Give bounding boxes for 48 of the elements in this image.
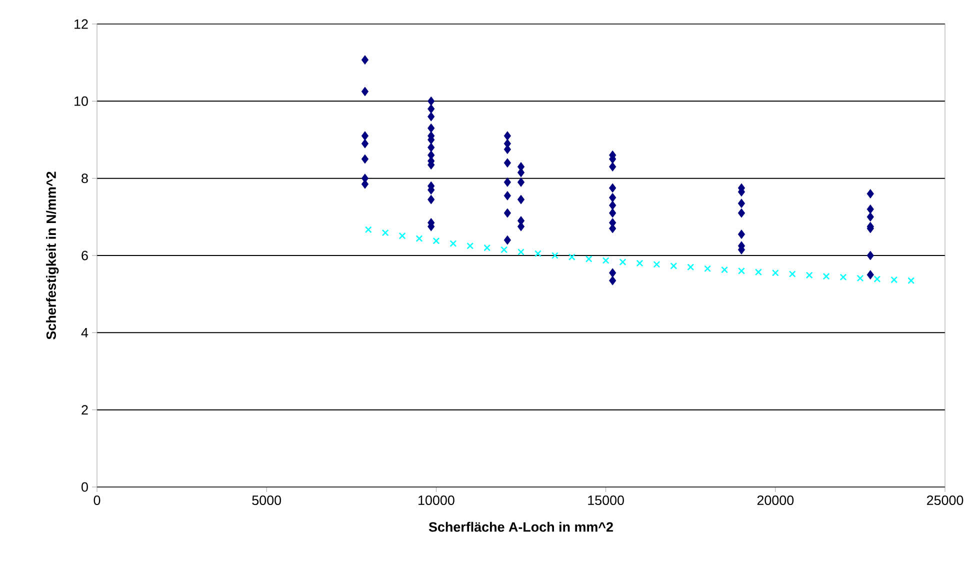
y-axis-title: Scherfestigkeit in N/mm^2: [46, 172, 59, 340]
point: [822, 272, 830, 280]
point: [450, 240, 457, 248]
point: [551, 252, 558, 259]
x-tick-label: 20000: [757, 496, 794, 506]
x-tick-label: 25000: [926, 496, 964, 506]
point: [754, 268, 762, 276]
point: [619, 258, 626, 266]
x-tick-label: 5000: [252, 496, 282, 506]
x-tick-label: 10000: [418, 496, 454, 506]
point: [585, 255, 592, 262]
y-tick-label: 10: [74, 96, 88, 106]
point: [568, 254, 576, 261]
point: [518, 248, 524, 256]
point: [856, 274, 864, 282]
y-tick-label: 6: [82, 250, 88, 260]
point: [704, 265, 712, 272]
point: [806, 272, 813, 279]
x-tick-label: 15000: [588, 496, 624, 506]
y-tick-label: 0: [82, 482, 88, 492]
point: [398, 232, 406, 240]
y-tick-label: 2: [82, 405, 88, 415]
point: [890, 276, 898, 284]
point: [602, 257, 610, 264]
point: [432, 237, 440, 244]
point: [653, 260, 660, 268]
y-tick-label: 8: [82, 174, 88, 184]
y-tick-label: 12: [74, 19, 88, 29]
y-tick-label: 4: [81, 328, 88, 338]
point: [788, 270, 796, 278]
x-axis-title: Scherfläche A-Loch in mm^2: [428, 522, 613, 532]
point: [840, 274, 847, 281]
point: [670, 262, 678, 270]
point: [466, 242, 474, 250]
point: [772, 269, 779, 276]
point: [364, 226, 372, 234]
point: [874, 276, 881, 283]
point: [738, 267, 745, 274]
point: [500, 246, 508, 254]
point: [636, 260, 644, 267]
point: [534, 250, 542, 258]
point: [687, 264, 694, 271]
x-tick-label: 0: [94, 496, 100, 506]
point: [721, 266, 728, 274]
point: [416, 235, 423, 242]
point: [908, 277, 915, 284]
point: [382, 229, 389, 236]
point: [484, 244, 491, 252]
